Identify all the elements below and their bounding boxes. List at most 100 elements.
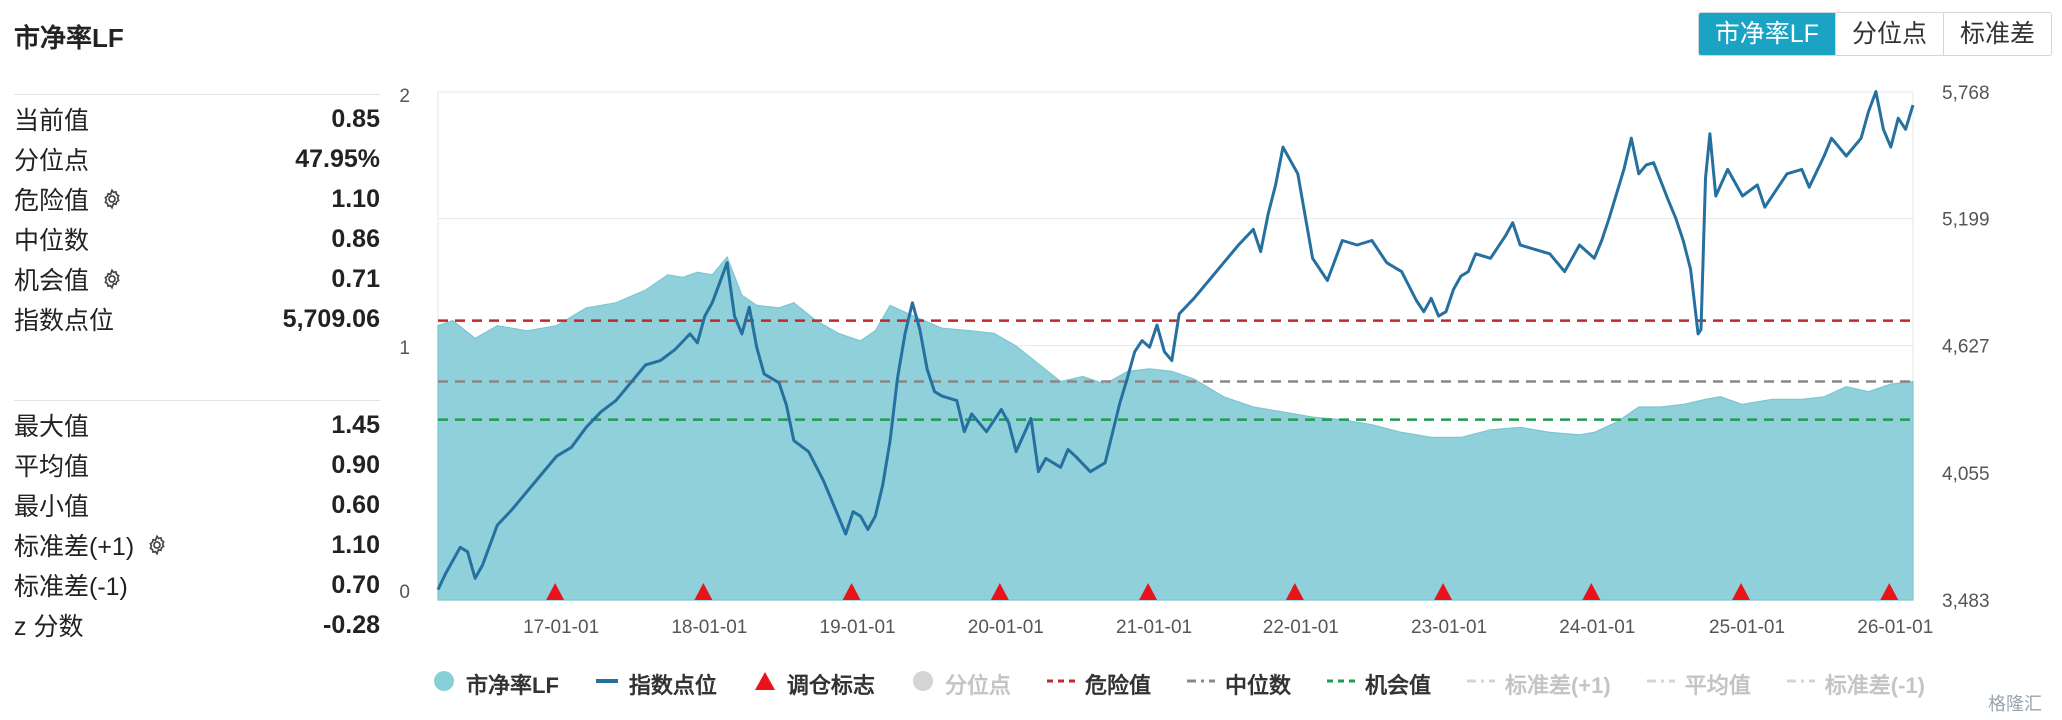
stat-label: 最大值 (14, 413, 90, 441)
legend-label: 指数点位 (628, 673, 717, 698)
legend-item[interactable]: 分位点 (911, 668, 1011, 700)
legend-item[interactable]: 标准差(+1) (1466, 668, 1611, 700)
left-axis-tick: 0 (399, 582, 410, 603)
legend-label: 平均值 (1684, 673, 1751, 698)
legend-symbol-icon (1646, 669, 1675, 699)
legend-item[interactable]: 指数点位 (595, 668, 717, 700)
stat-row: 标准差(-1) 0.70 (14, 565, 380, 605)
rebalance-marker (1139, 583, 1158, 600)
stat-label: 最小值 (14, 493, 90, 521)
stat-row: z 分数 -0.28 (14, 605, 380, 645)
rebalance-marker (1582, 583, 1601, 600)
tab-pb-lf[interactable]: 市净率LF (1698, 13, 1835, 55)
rebalance-marker (546, 583, 565, 600)
legend-label: 标准差(-1) (1824, 673, 1925, 698)
x-axis-tick: 20-01-01 (968, 617, 1044, 638)
stat-value: 0.90 (331, 450, 380, 479)
stat-value: 1.45 (331, 410, 380, 439)
legend-label: 市净率LF (466, 673, 559, 698)
legend-symbol-icon (1466, 669, 1495, 699)
stat-row: 当前值 0.85 (14, 99, 380, 139)
stat-row: 机会值 0.71 (14, 259, 380, 299)
x-axis-tick: 26-01-01 (1857, 617, 1933, 638)
stat-value: 47.95% (295, 144, 380, 173)
rebalance-marker (1285, 583, 1304, 600)
stat-row: 危险值 1.10 (14, 179, 380, 219)
stats-panel-current: 当前值 0.85 分位点 47.95% 危险值 1.10 中位数 0.86 机会值 0.71 指数点… (14, 94, 380, 339)
x-axis-tick: 22-01-01 (1263, 617, 1339, 638)
left-axis-tick: 2 (399, 86, 410, 107)
legend-symbol-icon (432, 669, 456, 699)
tab-percentile[interactable]: 分位点 (1834, 13, 1943, 55)
stat-row: 最小值 0.60 (14, 485, 380, 525)
legend-symbol-icon (753, 669, 777, 699)
chart-legend: 市净率LF 指数点位 调仓标志 分位点 危险值 中位数 机会值 标准差(+1) 平均值 标准差(-… (432, 668, 1961, 700)
x-axis-tick: 21-01-01 (1116, 617, 1192, 638)
rebalance-marker (1732, 583, 1751, 600)
gear-icon[interactable] (101, 268, 123, 290)
rebalance-marker (1434, 583, 1453, 600)
x-axis-tick: 18-01-01 (671, 617, 747, 638)
stat-value: 0.85 (331, 104, 380, 133)
stat-row: 最大值 1.45 (14, 405, 380, 445)
legend-label: 标准差(+1) (1504, 673, 1611, 698)
stat-label: 平均值 (14, 453, 90, 481)
legend-symbol-icon (1186, 669, 1215, 699)
stat-row: 中位数 0.86 (14, 219, 380, 259)
x-axis-tick: 24-01-01 (1559, 617, 1635, 638)
stat-label: 指数点位 (14, 307, 115, 335)
legend-item[interactable]: 危险值 (1046, 668, 1151, 700)
stat-label: 标准差(-1) (14, 573, 128, 601)
legend-symbol-icon (595, 669, 619, 699)
legend-item[interactable]: 标准差(-1) (1786, 668, 1925, 700)
stat-value: 1.10 (331, 530, 380, 559)
stat-value: 1.10 (331, 184, 380, 213)
stat-label: 分位点 (14, 147, 90, 175)
stat-value: 0.70 (331, 570, 380, 599)
legend-label: 分位点 (944, 673, 1011, 698)
stat-value: 0.86 (331, 224, 380, 253)
right-axis-tick: 4,055 (1942, 464, 1990, 485)
legend-item[interactable]: 市净率LF (432, 668, 559, 700)
tab-std-dev[interactable]: 标准差 (1942, 13, 2051, 55)
stat-label: 中位数 (14, 227, 90, 255)
legend-item[interactable]: 平均值 (1646, 668, 1751, 700)
stat-value: -0.28 (323, 610, 380, 639)
rebalance-marker (990, 583, 1009, 600)
legend-symbol-icon (1046, 669, 1075, 699)
legend-label: 危险值 (1084, 673, 1151, 698)
right-axis-tick: 5,199 (1942, 209, 1990, 230)
legend-label: 机会值 (1364, 673, 1431, 698)
x-axis-tick: 17-01-01 (523, 617, 599, 638)
legend-item[interactable]: 机会值 (1326, 668, 1431, 700)
stat-value: 5,709.06 (282, 304, 380, 333)
rebalance-marker (1880, 583, 1899, 600)
stats-panel-summary: 最大值 1.45 平均值 0.90 最小值 0.60 标准差(+1) 1.10 标准差(-1) 0… (14, 400, 380, 645)
watermark: 格隆汇 (1988, 694, 2042, 714)
legend-symbol-icon (1786, 669, 1815, 699)
stat-row: 分位点 47.95% (14, 139, 380, 179)
right-axis-tick: 3,483 (1942, 591, 1990, 612)
x-axis-tick: 23-01-01 (1411, 617, 1487, 638)
legend-label: 中位数 (1224, 673, 1291, 698)
legend-item[interactable]: 调仓标志 (753, 668, 875, 700)
legend-item[interactable]: 中位数 (1186, 668, 1291, 700)
page-title: 市净率LF (14, 23, 124, 53)
stat-row: 标准差(+1) 1.10 (14, 525, 380, 565)
index-line-series (436, 90, 1915, 591)
rebalance-marker (694, 583, 713, 600)
stat-label: 机会值 (14, 261, 123, 297)
x-axis-tick: 19-01-01 (820, 617, 896, 638)
right-axis-tick: 5,768 (1942, 83, 1990, 104)
gear-icon[interactable] (101, 188, 123, 210)
stat-value: 0.60 (331, 490, 380, 519)
stat-label: z 分数 (14, 613, 84, 641)
stat-row: 指数点位 5,709.06 (14, 299, 380, 339)
left-axis-tick: 1 (399, 338, 410, 359)
legend-symbol-icon (1326, 669, 1355, 699)
gear-icon[interactable] (146, 534, 168, 556)
stat-label: 标准差(+1) (14, 527, 168, 563)
right-axis-tick: 4,627 (1942, 337, 1990, 358)
legend-symbol-icon (911, 669, 935, 699)
